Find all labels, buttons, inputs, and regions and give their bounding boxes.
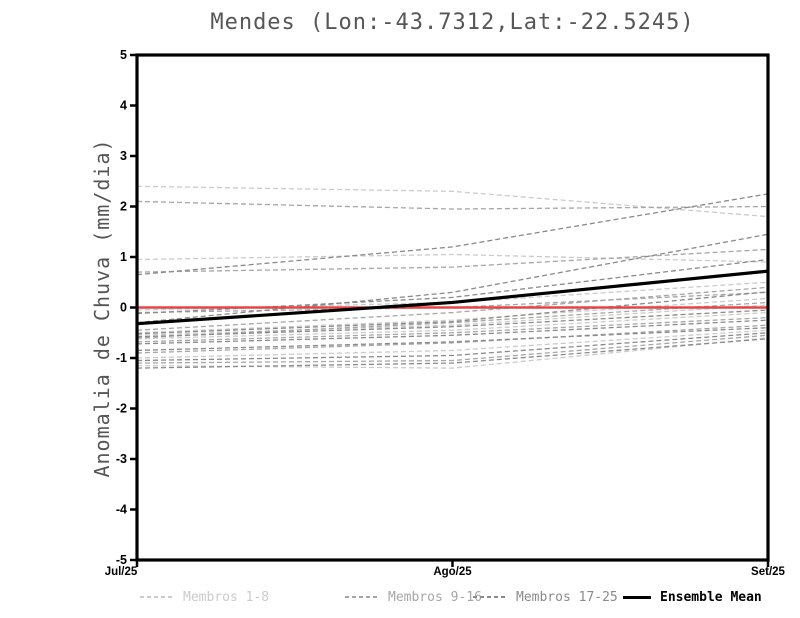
x-tick-label: Jul/25: [105, 566, 138, 578]
member-line: [136, 301, 769, 339]
chart-title: Mendes (Lon:-43.7312,Lat:-22.5245): [210, 10, 695, 35]
legend-item-membros-17-25: Membros 17-25: [473, 589, 618, 605]
member-line: [136, 233, 769, 324]
member-line: [136, 253, 769, 263]
member-line: [136, 332, 769, 362]
dashed-line-swatch-icon: [140, 596, 174, 598]
y-tick-label: -4: [116, 503, 127, 517]
member-line: [136, 297, 769, 334]
member-line: [136, 311, 769, 340]
legend-item-ensemble-mean: Ensemble Mean: [623, 589, 762, 605]
y-tick-label: 2: [120, 200, 127, 214]
member-line: [136, 319, 769, 345]
member-line: [136, 286, 769, 331]
member-line: [136, 338, 769, 369]
y-tick-label: -5: [116, 553, 127, 567]
legend-label: Membros 9-16: [388, 589, 482, 605]
y-tick-label: -2: [116, 402, 127, 416]
legend-label: Ensemble Mean: [660, 589, 762, 605]
x-tick-label: Ago/25: [433, 566, 472, 578]
y-tick-label: 3: [120, 149, 127, 163]
member-line: [136, 304, 769, 336]
legend-item-membros-1-8: Membros 1-8: [140, 589, 269, 605]
member-line: [136, 291, 769, 335]
dashed-line-swatch-icon: [345, 596, 379, 598]
member-line: [136, 200, 769, 210]
plot-frame: [135, 53, 770, 562]
y-tick-label: -3: [116, 452, 127, 466]
y-tick-label: 0: [120, 301, 127, 315]
member-line: [136, 334, 769, 364]
ensemble-mean-line: [136, 269, 769, 326]
y-tick-label: 4: [120, 99, 127, 113]
solid-line-swatch-icon: [623, 595, 651, 599]
member-line: [136, 248, 769, 273]
y-tick-label: 5: [120, 48, 127, 62]
member-line: [136, 327, 769, 352]
member-line: [136, 193, 769, 276]
x-tick-label: Set/25: [751, 566, 785, 578]
member-line: [136, 185, 769, 218]
member-line: [136, 324, 769, 354]
member-line: [136, 329, 769, 359]
member-line: [136, 309, 769, 338]
y-tick-label: -1: [116, 351, 127, 365]
legend-label: Membros 17-25: [516, 589, 618, 605]
y-tick-label: 1: [120, 250, 127, 264]
legend-label: Membros 1-8: [183, 589, 270, 605]
member-line: [136, 281, 769, 311]
dashed-line-swatch-icon: [473, 596, 507, 598]
member-line: [136, 316, 769, 343]
legend-item-membros-9-16: Membros 9-16: [345, 589, 482, 605]
